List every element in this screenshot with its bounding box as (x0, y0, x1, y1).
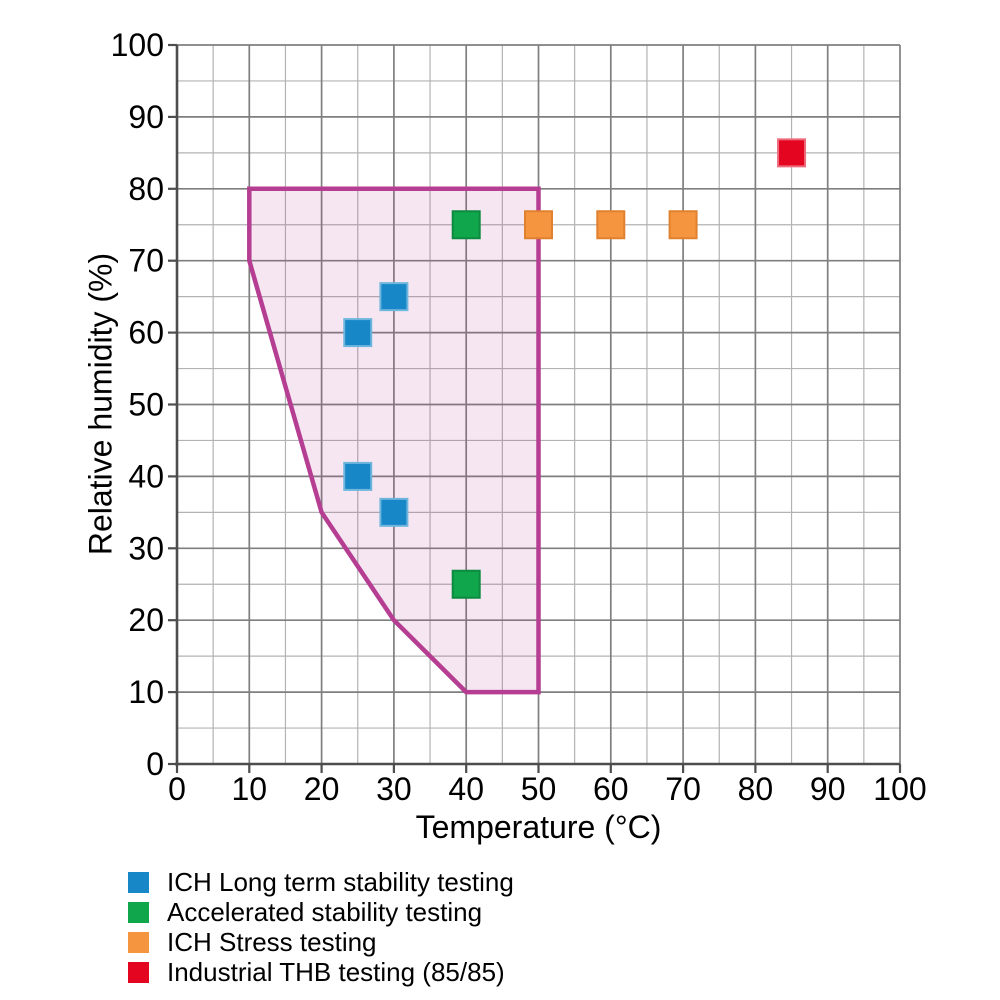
legend-item: Industrial THB testing (85/85) (128, 957, 514, 987)
y-tick-label: 30 (128, 530, 164, 566)
y-tick-label: 50 (128, 387, 164, 423)
y-tick-label: 80 (128, 171, 164, 207)
legend-item: Accelerated stability testing (128, 897, 514, 927)
legend-label: Accelerated stability testing (167, 896, 483, 927)
x-tick-label: 10 (232, 771, 268, 807)
y-tick-label: 10 (128, 674, 164, 710)
legend-swatch-icon (128, 871, 149, 893)
data-point-marker (451, 569, 481, 599)
y-axis-title: Relative humidity (%) (82, 252, 119, 556)
x-tick-label: 90 (810, 771, 846, 807)
data-point-marker (379, 282, 409, 312)
legend-label: ICH Long term stability testing (167, 866, 514, 897)
y-tick-label: 0 (146, 746, 164, 782)
x-tick-label: 40 (448, 771, 484, 807)
data-point-marker (668, 210, 698, 240)
legend-swatch-icon (128, 931, 149, 953)
data-point-marker (379, 497, 409, 527)
x-tick-label: 60 (593, 771, 629, 807)
legend-item: ICH Stress testing (128, 927, 514, 957)
x-tick-label: 80 (738, 771, 774, 807)
x-tick-label: 0 (168, 771, 186, 807)
y-tick-label: 40 (128, 458, 164, 494)
data-point-marker (777, 138, 807, 168)
data-point-marker (343, 318, 373, 348)
y-tick-label: 90 (128, 99, 164, 135)
y-tick-label: 100 (111, 27, 164, 63)
x-tick-label: 30 (376, 771, 412, 807)
x-tick-label: 70 (665, 771, 701, 807)
legend-swatch-icon (128, 961, 149, 983)
y-tick-label: 20 (128, 602, 164, 638)
legend-item: ICH Long term stability testing (128, 867, 514, 897)
data-point-marker (524, 210, 553, 240)
legend: ICH Long term stability testing Accelera… (128, 867, 514, 987)
legend-label: ICH Stress testing (167, 926, 377, 957)
y-tick-label: 60 (128, 315, 164, 351)
data-point-marker (343, 461, 373, 491)
x-tick-label: 100 (873, 771, 926, 807)
data-point-marker (451, 210, 481, 240)
data-point-marker (596, 210, 626, 240)
x-tick-label: 20 (304, 771, 340, 807)
legend-swatch-icon (128, 901, 149, 923)
test-region-polygon (247, 186, 541, 695)
y-tick-label: 70 (128, 243, 164, 279)
legend-label: Industrial THB testing (85/85) (167, 956, 505, 987)
x-tick-label: 50 (521, 771, 557, 807)
x-axis-title: Temperature (°C) (415, 809, 662, 845)
